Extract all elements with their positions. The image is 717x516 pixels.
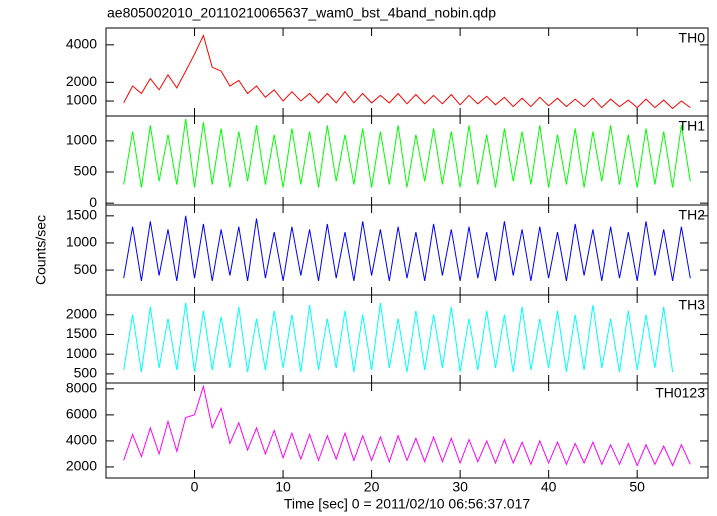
y-tick-label: 500 — [74, 261, 98, 277]
y-tick-label: 1000 — [66, 234, 97, 250]
series-line — [123, 384, 691, 467]
y-tick-label: 0 — [89, 194, 97, 210]
y-tick-label: 6000 — [66, 406, 97, 422]
y-tick-label: 1000 — [66, 132, 97, 148]
chart-title: ae805002010_20110210065637_wam0_bst_4ban… — [107, 5, 496, 21]
y-tick-label: 1000 — [66, 92, 97, 108]
y-tick-label: 2000 — [66, 305, 97, 321]
series-line — [123, 302, 674, 373]
panel-frame — [105, 204, 709, 296]
panel-label: TH3 — [679, 297, 706, 313]
panel-frame — [105, 115, 709, 206]
x-tick-label: 0 — [191, 479, 199, 495]
panel-frame — [105, 382, 709, 479]
x-tick-label: 30 — [452, 479, 468, 495]
panel-frame — [105, 27, 709, 117]
panel-label: TH2 — [679, 207, 706, 223]
y-tick-label: 500 — [74, 365, 98, 381]
y-tick-label: 4000 — [66, 432, 97, 448]
panel-label: TH0123 — [655, 385, 705, 401]
x-tick-label: 40 — [541, 479, 557, 495]
y-tick-label: 4000 — [66, 36, 97, 52]
series-line — [123, 34, 691, 110]
panel-label: TH1 — [679, 118, 706, 134]
x-tick-label: 10 — [275, 479, 291, 495]
series-line — [123, 215, 691, 281]
y-tick-label: 2000 — [66, 73, 97, 89]
y-tick-label: 2000 — [66, 458, 97, 474]
x-tick-label: 50 — [629, 479, 645, 495]
y-axis-label: Counts/sec — [33, 215, 49, 285]
y-tick-label: 1000 — [66, 345, 97, 361]
panel-label: TH0 — [679, 30, 706, 46]
y-tick-label: 1500 — [66, 325, 97, 341]
series-line — [123, 119, 691, 188]
y-tick-label: 1500 — [66, 207, 97, 223]
x-tick-label: 20 — [364, 479, 380, 495]
y-tick-label: 8000 — [66, 380, 97, 396]
y-tick-label: 500 — [74, 163, 98, 179]
x-axis-label: Time [sec] 0 = 2011/02/10 06:56:37.017 — [284, 496, 531, 512]
